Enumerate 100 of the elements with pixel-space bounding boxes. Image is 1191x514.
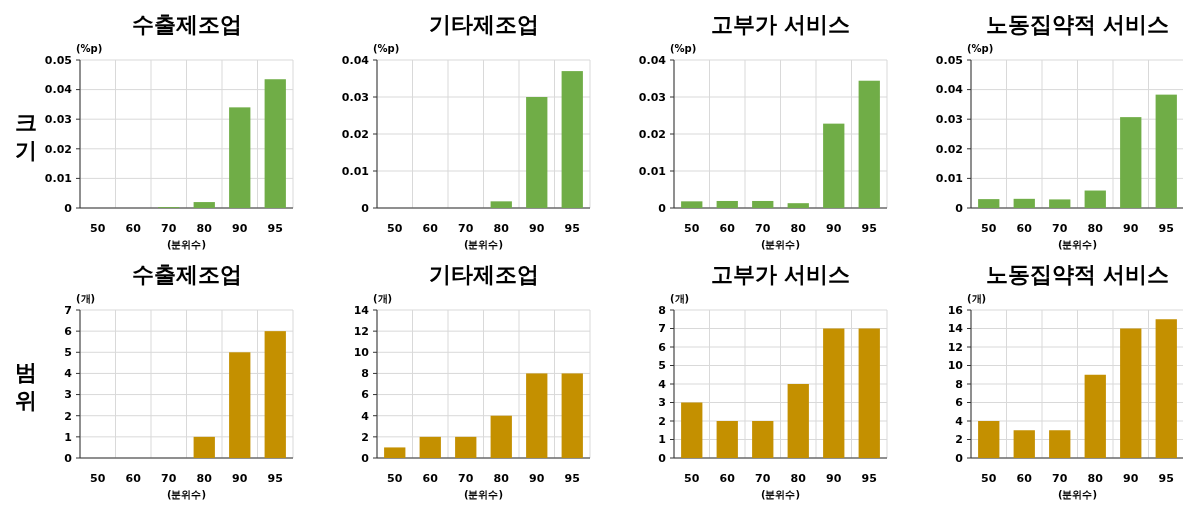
y-tick-label: 0.02: [44, 142, 72, 156]
x-tick-label: 80: [196, 472, 213, 485]
x-tick-label: 70: [458, 222, 474, 235]
y-tick-label: 0.04: [341, 53, 370, 67]
x-tick-label: 90: [1123, 472, 1139, 485]
x-tick-label: 80: [790, 222, 807, 235]
y-tick-label: 0.05: [44, 53, 72, 67]
bar: [681, 402, 703, 458]
chart-title: 노동집약적 서비스: [985, 262, 1170, 287]
x-tick-label: 90: [232, 222, 248, 235]
y-tick-label: 7: [64, 303, 72, 317]
y-tick-label: 0.02: [935, 142, 963, 156]
x-tick-label: 50: [981, 472, 997, 485]
y-tick-label: 8: [658, 303, 666, 317]
x-tick-label: 70: [458, 472, 474, 485]
y-tick-label: 1: [64, 430, 72, 444]
y-axis-title: (%p): [373, 43, 400, 54]
y-tick-label: 0.01: [935, 172, 963, 186]
x-tick-label: 80: [493, 472, 510, 485]
bar: [1155, 319, 1177, 458]
x-tick-label: 60: [719, 222, 736, 235]
bar: [716, 200, 738, 208]
x-tick-label: 95: [564, 222, 580, 235]
x-axis-title: (분위수): [463, 489, 504, 500]
x-tick-label: 90: [529, 222, 545, 235]
y-tick-label: 4: [955, 414, 964, 428]
y-tick-label: 0.03: [638, 90, 666, 104]
y-tick-label: 6: [361, 388, 370, 402]
x-tick-label: 60: [1016, 222, 1033, 235]
x-tick-label: 80: [1087, 222, 1104, 235]
y-tick-label: 0.04: [935, 83, 964, 97]
bar: [526, 373, 548, 458]
x-tick-label: 80: [1087, 472, 1104, 485]
x-tick-label: 90: [232, 472, 248, 485]
chart-title: 기타제조업: [428, 12, 539, 37]
bar: [1084, 374, 1106, 458]
x-tick-label: 70: [161, 222, 177, 235]
x-axis-title: (분위수): [1057, 239, 1098, 250]
y-tick-label: 0: [658, 201, 667, 215]
y-tick-label: 0.03: [935, 113, 963, 127]
bar: [561, 71, 583, 208]
bar: [716, 421, 738, 458]
bar: [264, 331, 286, 458]
y-tick-label: 0.04: [44, 83, 73, 97]
x-tick-label: 60: [125, 222, 142, 235]
y-axis-title: (%p): [76, 43, 103, 54]
bar: [823, 328, 845, 458]
y-tick-label: 4: [64, 367, 73, 381]
bar: [1120, 117, 1142, 208]
bar: [490, 201, 512, 208]
bar: [419, 436, 441, 458]
x-tick-label: 50: [684, 222, 700, 235]
y-tick-label: 12: [353, 324, 369, 338]
bar: [1120, 328, 1142, 458]
bar: [229, 107, 251, 208]
bar: [787, 384, 809, 458]
chart-title: 수출제조업: [131, 262, 242, 287]
bar: [193, 202, 215, 208]
y-tick-label: 0.01: [638, 164, 666, 178]
y-tick-label: 0: [955, 451, 964, 465]
bar: [1049, 199, 1071, 208]
chart-title: 고부가 서비스: [710, 12, 851, 37]
x-tick-label: 95: [267, 222, 283, 235]
y-tick-label: 0.04: [638, 53, 667, 67]
y-tick-label: 14: [947, 322, 964, 336]
y-tick-label: 7: [658, 322, 666, 336]
y-tick-label: 16: [947, 303, 964, 317]
y-tick-label: 0.01: [44, 172, 72, 186]
x-tick-label: 95: [564, 472, 580, 485]
x-tick-label: 70: [161, 472, 177, 485]
x-tick-label: 50: [684, 472, 700, 485]
y-tick-label: 0: [64, 451, 73, 465]
x-tick-label: 95: [267, 472, 283, 485]
bar: [978, 421, 1000, 458]
text: 범위: [15, 360, 37, 413]
y-tick-label: 0.03: [341, 90, 369, 104]
x-axis-title: (분위수): [463, 239, 504, 250]
y-tick-label: 6: [64, 324, 73, 338]
x-tick-label: 50: [90, 222, 106, 235]
bar: [561, 373, 583, 458]
x-tick-label: 50: [981, 222, 997, 235]
x-tick-label: 95: [1158, 222, 1174, 235]
y-tick-label: 5: [658, 359, 666, 373]
y-tick-label: 0.02: [341, 127, 369, 141]
bar: [1155, 94, 1177, 208]
bar: [264, 79, 286, 208]
x-tick-label: 90: [826, 472, 842, 485]
x-tick-label: 80: [790, 472, 807, 485]
bar: [490, 415, 512, 458]
x-tick-label: 60: [422, 472, 439, 485]
y-tick-label: 0: [64, 201, 73, 215]
y-axis-title: (개): [76, 293, 96, 304]
y-tick-label: 14: [353, 303, 370, 317]
y-tick-label: 0: [658, 451, 667, 465]
y-axis-title: (개): [670, 293, 690, 304]
x-tick-label: 50: [387, 472, 403, 485]
y-tick-label: 2: [361, 430, 369, 444]
x-tick-label: 80: [196, 222, 213, 235]
y-tick-label: 10: [353, 346, 370, 360]
y-tick-label: 6: [955, 396, 964, 410]
